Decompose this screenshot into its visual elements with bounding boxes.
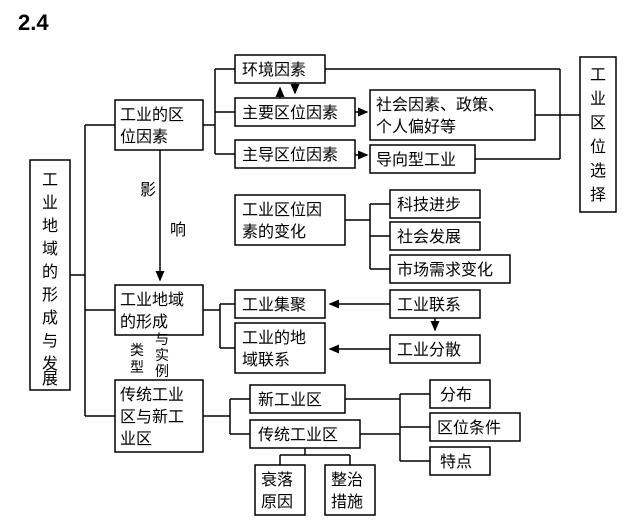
node-c2: 导向型工业 — [370, 145, 475, 173]
node-c4: 社会发展 — [390, 222, 480, 250]
svg-text:的形成: 的形成 — [120, 313, 168, 331]
svg-text:工业的地: 工业的地 — [242, 329, 306, 347]
svg-text:工业地域: 工业地域 — [120, 291, 184, 309]
node-b10: 整治 措施 — [325, 465, 375, 515]
node-c6: 工业联系 — [390, 290, 480, 318]
svg-text:选: 选 — [590, 162, 606, 180]
svg-text:型: 型 — [130, 360, 144, 376]
svg-text:形: 形 — [42, 286, 58, 304]
node-b7: 新工业区 — [250, 385, 345, 413]
node-c3: 科技进步 — [390, 190, 480, 218]
svg-text:工业联系: 工业联系 — [397, 296, 461, 314]
svg-text:素的变化: 素的变化 — [242, 223, 306, 241]
node-c10: 特点 — [430, 447, 490, 475]
svg-text:实: 实 — [155, 348, 169, 364]
svg-text:位因素: 位因素 — [120, 128, 168, 146]
node-a2: 工业地域 的形成 — [115, 285, 203, 335]
node-c7: 工业分散 — [390, 335, 480, 363]
svg-text:新工业区: 新工业区 — [258, 391, 322, 409]
section-title: 2.4 — [18, 10, 49, 35]
svg-text:成: 成 — [42, 309, 58, 327]
svg-text:区位条件: 区位条件 — [437, 419, 501, 437]
node-b1: 环境因素 — [235, 55, 325, 83]
svg-text:与: 与 — [42, 332, 58, 350]
svg-text:原因: 原因 — [261, 493, 293, 511]
svg-text:的: 的 — [42, 263, 58, 281]
svg-text:特点: 特点 — [440, 453, 472, 471]
svg-text:地: 地 — [42, 217, 58, 235]
node-b4: 工业区位因 素的变化 — [235, 195, 345, 245]
svg-text:展: 展 — [42, 371, 58, 388]
svg-text:社会发展: 社会发展 — [397, 228, 461, 246]
svg-text:社会因素、政策、: 社会因素、政策、 — [376, 96, 504, 114]
diagram: 2.4 工 业 地 域 的 形 成 与 发 展 工业的区 位因素 工业地域 的形… — [0, 0, 640, 525]
node-c9: 区位条件 — [430, 413, 520, 441]
svg-text:科技进步: 科技进步 — [397, 196, 461, 214]
node-root: 工 业 地 域 的 形 成 与 发 展 — [30, 160, 70, 390]
svg-text:影: 影 — [140, 181, 156, 199]
svg-text:导向型工业: 导向型工业 — [376, 151, 456, 169]
node-b2: 主要区位因素 — [235, 98, 355, 126]
svg-text:业区: 业区 — [120, 430, 152, 448]
svg-text:响: 响 — [170, 221, 186, 239]
svg-text:主要区位因素: 主要区位因素 — [242, 104, 338, 122]
svg-text:工: 工 — [590, 67, 606, 84]
svg-text:工业集聚: 工业集聚 — [242, 296, 306, 314]
svg-text:工业分散: 工业分散 — [397, 341, 461, 359]
svg-text:措施: 措施 — [331, 493, 363, 511]
svg-text:工业区位因: 工业区位因 — [242, 201, 322, 219]
svg-text:业: 业 — [590, 90, 606, 108]
svg-text:个人偏好等: 个人偏好等 — [376, 118, 456, 136]
svg-text:衰落: 衰落 — [261, 471, 293, 489]
svg-text:市场需求变化: 市场需求变化 — [397, 261, 493, 279]
node-c1: 社会因素、政策、 个人偏好等 — [370, 90, 535, 140]
node-b8: 传统工业区 — [250, 420, 360, 448]
svg-text:位: 位 — [590, 138, 606, 156]
svg-text:工业的区: 工业的区 — [120, 106, 184, 124]
node-right: 工 业 区 位 选 择 — [580, 57, 616, 212]
node-b9: 衰落 原因 — [255, 465, 305, 515]
node-a1: 工业的区 位因素 — [115, 100, 203, 150]
svg-text:环境因素: 环境因素 — [242, 60, 306, 79]
svg-text:区: 区 — [590, 115, 606, 132]
svg-text:工: 工 — [42, 172, 58, 189]
svg-text:类: 类 — [130, 343, 144, 359]
svg-text:域: 域 — [42, 240, 58, 258]
svg-text:例: 例 — [155, 364, 169, 380]
node-b6: 工业的地 域联系 — [235, 323, 325, 373]
svg-text:分布: 分布 — [440, 386, 472, 404]
svg-text:域联系: 域联系 — [242, 351, 290, 369]
svg-text:传统工业: 传统工业 — [120, 386, 184, 404]
svg-text:传统工业区: 传统工业区 — [258, 426, 338, 444]
svg-text:整治: 整治 — [331, 471, 363, 489]
svg-text:与: 与 — [155, 332, 169, 348]
svg-text:业: 业 — [42, 194, 58, 212]
svg-text:择: 择 — [590, 186, 606, 204]
node-c5: 市场需求变化 — [390, 255, 510, 283]
svg-text:区与新工: 区与新工 — [120, 408, 184, 426]
node-c8: 分布 — [430, 380, 490, 408]
node-a3: 传统工业 区与新工 业区 — [115, 380, 203, 452]
node-b5: 工业集聚 — [235, 290, 325, 318]
svg-text:主导区位因素: 主导区位因素 — [242, 146, 338, 164]
node-b3: 主导区位因素 — [235, 140, 355, 168]
